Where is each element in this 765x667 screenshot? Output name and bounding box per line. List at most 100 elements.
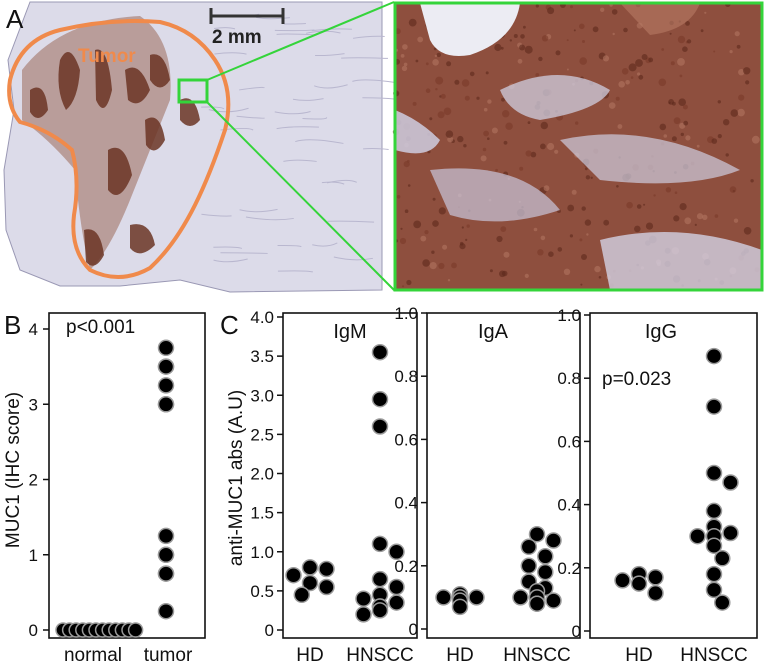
iga-point-hnscc	[528, 525, 546, 543]
b-y-tick-label: 0	[29, 621, 38, 640]
igm-y-tick-label: 3.5	[250, 347, 274, 366]
igg-point-hnscc	[705, 347, 723, 365]
igm-point-hnscc	[388, 594, 405, 611]
tumor-staining	[22, 16, 200, 270]
b-y-axis-label: MUC1 (IHC score)	[3, 392, 24, 548]
iga-point-hd	[435, 589, 452, 606]
igg-point-hnscc	[705, 537, 723, 554]
subplot-igg: 0 0.2 0.4 0.6 0.8 1.0 IgG p=0.023 HD HNSCC	[557, 306, 758, 666]
igg-y-tick-label: 0	[572, 622, 581, 641]
igg-point-hnscc	[714, 550, 731, 567]
igg-y-tick-label: 1.0	[557, 306, 581, 325]
b-point-tumor	[157, 527, 175, 545]
igg-point-hnscc	[722, 474, 739, 491]
b-point-normal	[127, 622, 144, 638]
zoom-connector-bottom	[206, 101, 395, 291]
iga-y-tick-label: 0.2	[394, 557, 418, 576]
iga-point-hnscc	[537, 563, 554, 581]
igg-point-hnscc	[705, 502, 723, 520]
iga-point-hnscc	[545, 532, 562, 549]
b-p-value: p<0.001	[66, 317, 135, 338]
igm-point-hnscc	[371, 390, 389, 408]
igm-y-tick-label: 4.0	[250, 308, 274, 327]
igm-point-hd	[301, 574, 319, 592]
igm-y-tick-label: 0	[265, 621, 274, 640]
iga-point-hnscc	[528, 595, 546, 612]
scale-bar: 2 mm	[209, 8, 285, 48]
igm-point-hnscc	[388, 543, 405, 561]
igm-point-hnscc	[371, 570, 389, 588]
b-x-label-tumor: tumor	[144, 645, 193, 666]
igm-point-hnscc	[371, 343, 389, 361]
igg-point-hnscc	[714, 594, 731, 611]
igg-x-label-hd: HD	[625, 645, 652, 666]
igm-point-hnscc	[388, 578, 405, 596]
iga-y-tick-label: 0.8	[394, 367, 418, 386]
igg-point-hnscc	[705, 581, 723, 599]
b-point-tumor	[157, 396, 175, 413]
igm-point-hnscc	[355, 590, 372, 607]
iga-y-tick-label: 0.4	[394, 494, 418, 513]
iga-point-hnscc	[512, 589, 529, 606]
b-point-tumor	[157, 546, 175, 564]
iga-point-hnscc	[520, 557, 538, 575]
iga-point-hnscc	[537, 548, 554, 565]
b-y-tick-label: 2	[29, 471, 38, 490]
iga-point-hd	[451, 598, 469, 616]
igm-x-label-hd: HD	[296, 645, 323, 666]
iga-x-label-hd: HD	[446, 645, 473, 666]
igm-title: IgM	[333, 321, 366, 343]
b-point-tumor	[157, 602, 175, 620]
igg-point-hd	[647, 569, 664, 586]
igg-point-hd	[614, 572, 631, 589]
b-y-tick-label: 1	[29, 546, 38, 565]
b-plot-frame	[48, 312, 206, 639]
tumor-label: Tumor	[78, 46, 136, 67]
igg-plot-frame	[589, 312, 758, 639]
iga-x-label-hnscc: HNSCC	[503, 645, 571, 666]
b-point-tumor	[157, 377, 175, 394]
igm-point-hd	[318, 560, 335, 578]
panel-c: C anti-MUC1 abs (A.U) 0 0.5 1.0 1.5 2.0 2.5 3.…	[220, 304, 758, 666]
subplot-iga: 0 0.2 0.4 0.6 0.8 1.0 IgA HD HNSCC	[394, 304, 581, 666]
iga-point-hnscc	[545, 592, 562, 609]
iga-plot-frame	[426, 312, 581, 639]
zoom-connector-top	[206, 1, 395, 81]
igm-y-tick-label: 1.5	[250, 504, 274, 523]
igm-point-hnscc	[371, 418, 389, 435]
iga-y-tick-label: 0	[409, 620, 418, 639]
igg-point-hnscc	[705, 398, 723, 415]
igm-point-hd	[285, 566, 302, 584]
igm-point-hnscc	[371, 535, 389, 553]
igm-point-hd	[301, 559, 319, 576]
panel-a: Tumor 2 mm A	[3, 1, 764, 293]
igg-y-tick-label: 0.8	[557, 369, 581, 388]
b-point-tumor	[157, 565, 175, 582]
zoomed-micrograph	[392, 1, 764, 292]
igm-x-label-hnscc: HNSCC	[346, 645, 414, 666]
igm-y-tick-label: 2.5	[250, 425, 274, 444]
tumor-outline	[7, 19, 231, 280]
igg-point-hnscc	[705, 565, 723, 583]
b-x-label-normal: normal	[64, 645, 122, 666]
igm-point-hnscc	[355, 606, 372, 623]
igm-y-tick-label: 0.5	[250, 582, 274, 601]
panel-a-letter: A	[6, 4, 24, 34]
b-y-ticks: 0 1 2 3 4	[29, 320, 49, 640]
igm-point-hd	[293, 586, 311, 604]
igg-y-tick-label: 0.6	[557, 432, 581, 451]
igg-point-hd	[647, 584, 664, 602]
scale-bar-label: 2 mm	[212, 27, 262, 48]
c-y-axis-label: anti-MUC1 abs (A.U)	[226, 390, 247, 566]
iga-y-tick-label: 0.6	[394, 430, 418, 449]
igg-p-value: p=0.023	[602, 369, 671, 390]
igg-y-tick-label: 0.4	[557, 496, 581, 515]
b-point-tumor	[157, 339, 175, 357]
igm-y-tick-label: 3.0	[250, 386, 274, 405]
igg-point-hnscc	[705, 464, 723, 482]
b-y-tick-label: 3	[29, 395, 38, 414]
igm-plot-frame	[282, 312, 418, 639]
igm-y-tick-label: 1.0	[250, 543, 274, 562]
igg-y-tick-label: 0.2	[557, 559, 581, 578]
